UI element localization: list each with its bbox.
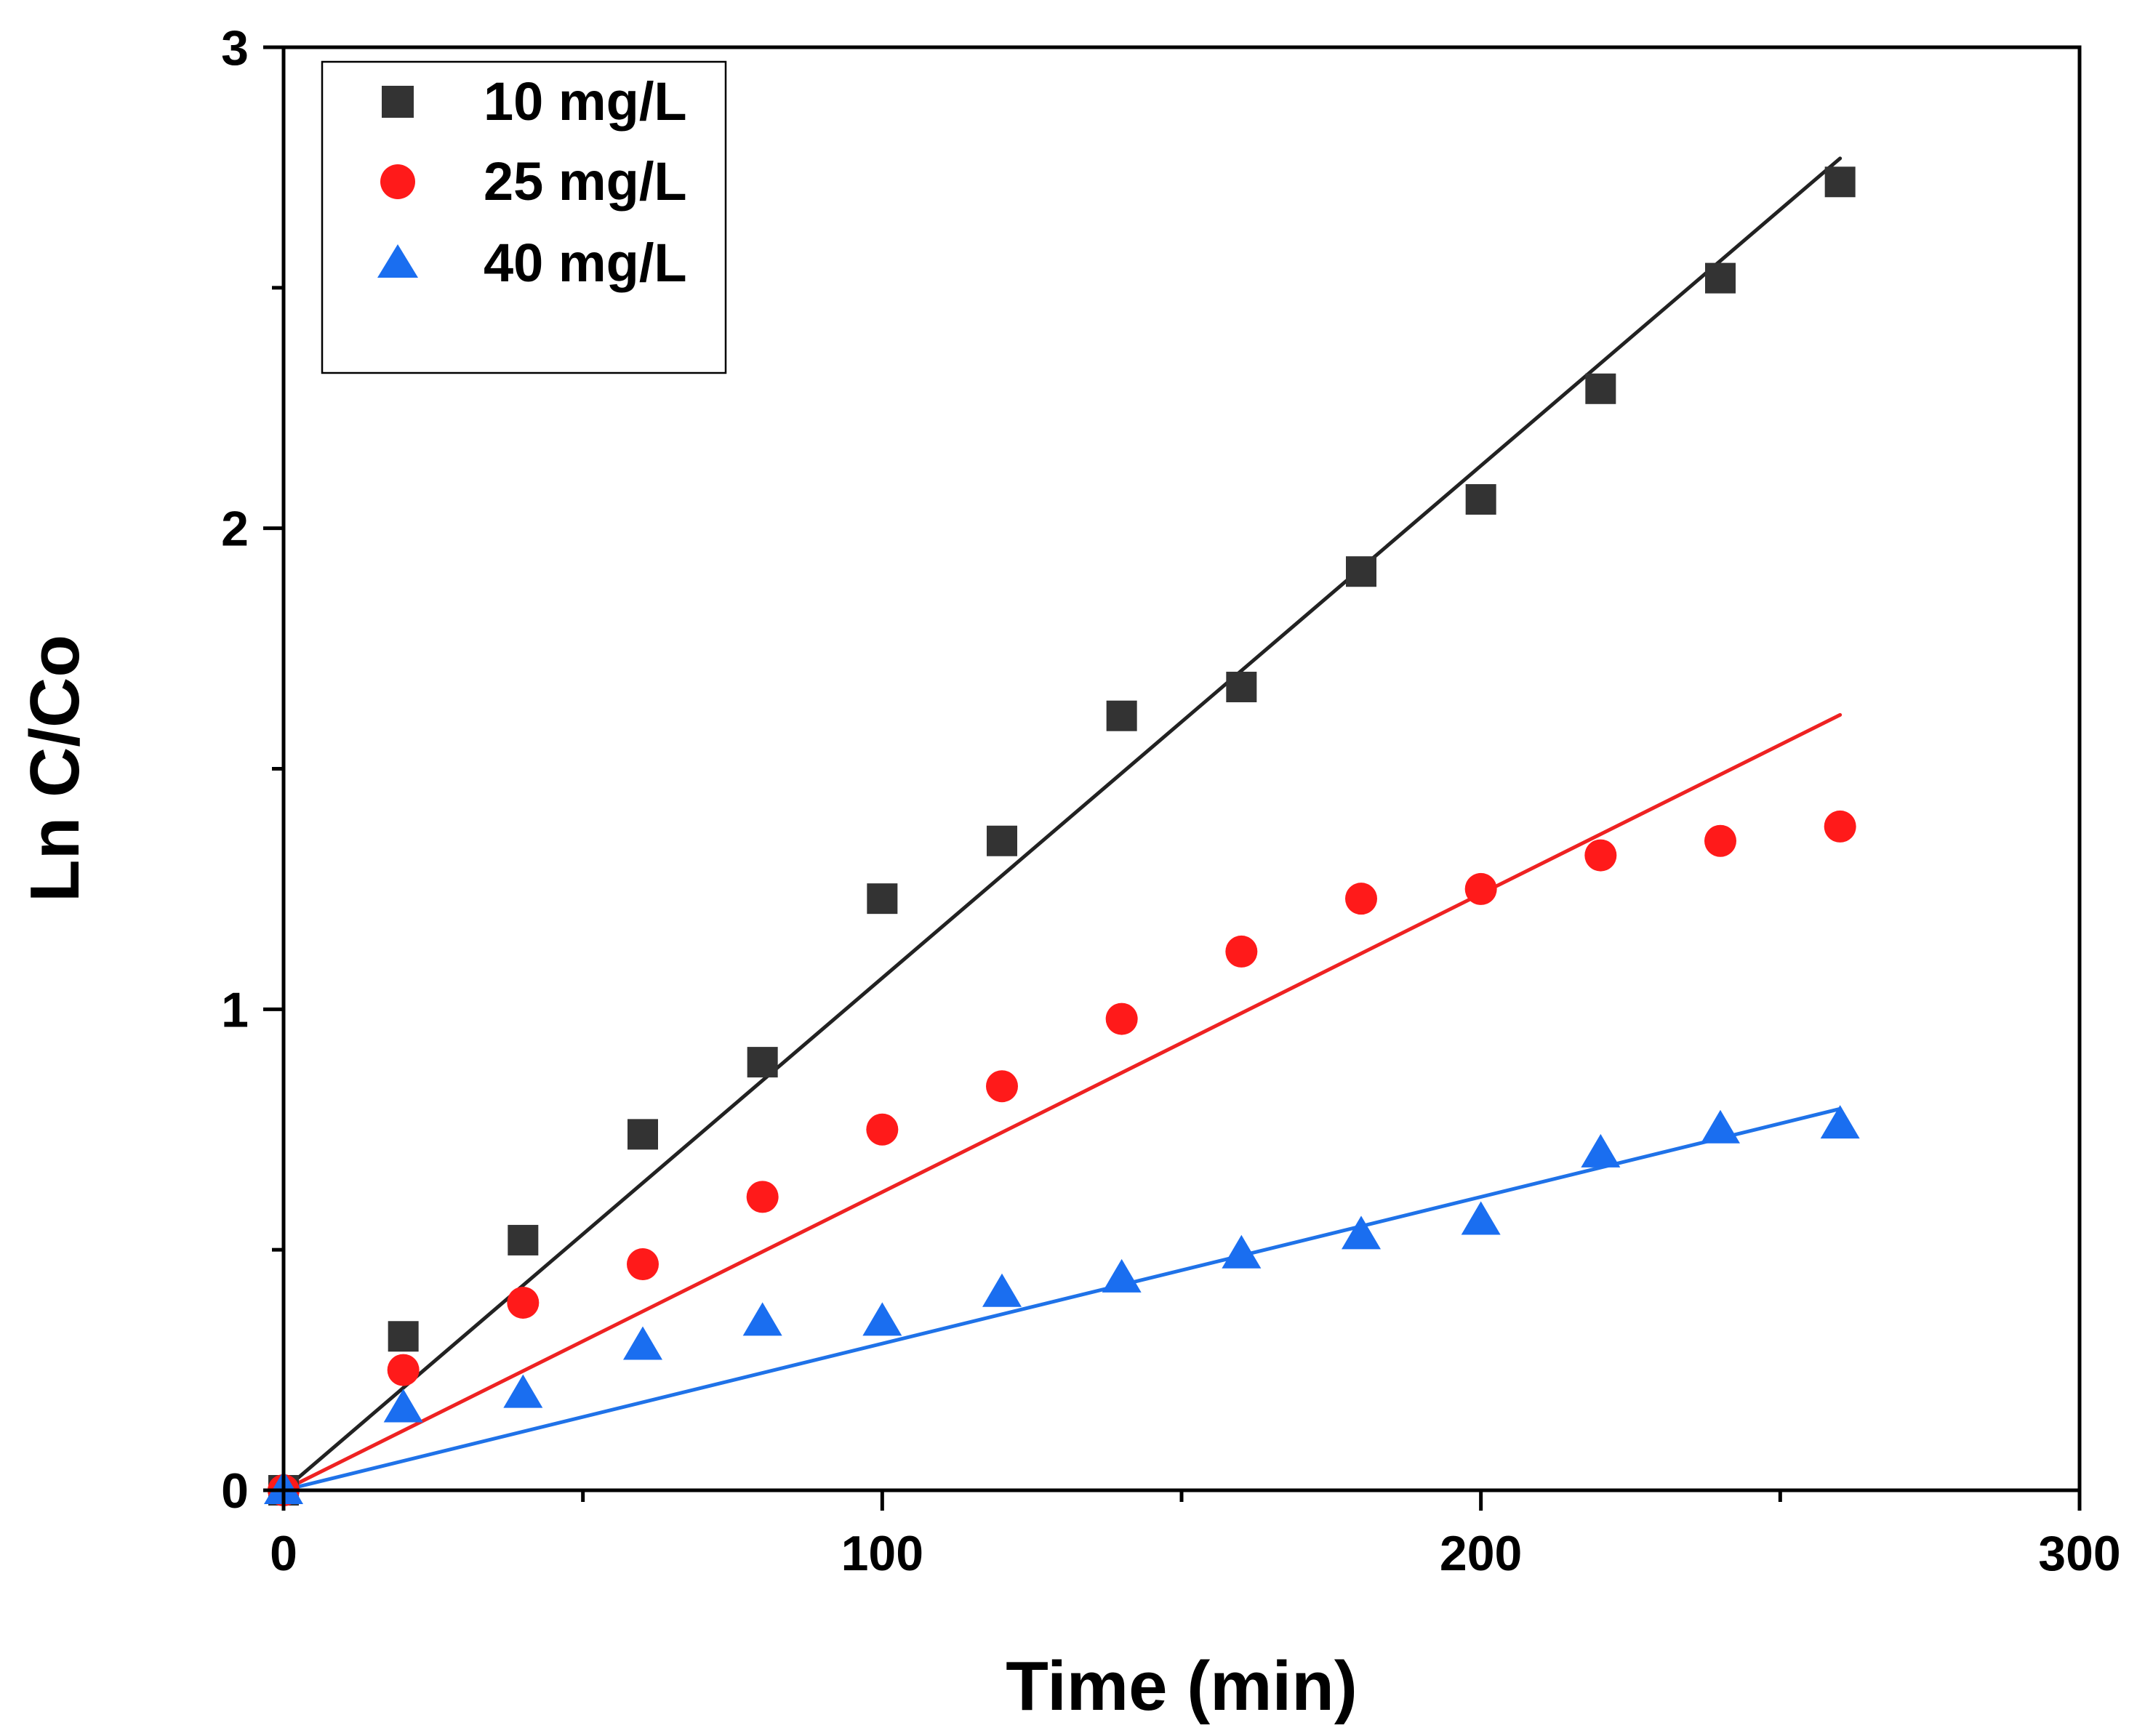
fit-line-2 (281, 1106, 1843, 1492)
data-point-s1-9 (1345, 883, 1377, 915)
data-point-s1-6 (986, 1070, 1018, 1103)
y-tick-label: 2 (221, 502, 249, 557)
data-point-s1-12 (1704, 824, 1736, 857)
data-point-s2-10 (1461, 1201, 1501, 1235)
data-point-s0-4 (747, 1047, 778, 1078)
legend-label-10mg: 10 mg/L (484, 71, 687, 132)
data-point-s0-3 (628, 1119, 658, 1150)
data-point-s1-10 (1464, 872, 1497, 905)
y-axis-title: Ln C/Co (16, 635, 94, 902)
legend-marker-25mg (380, 164, 415, 199)
data-point-s2-1 (383, 1389, 423, 1423)
legend-marker-40mg (377, 244, 418, 278)
data-point-s2-7 (1102, 1258, 1142, 1293)
data-point-s0-6 (987, 825, 1017, 856)
x-axis-ticks: 0 100 200 300 (270, 1490, 2121, 1581)
data-point-s1-8 (1225, 935, 1258, 968)
data-markers (264, 166, 1860, 1506)
data-point-s1-7 (1105, 1002, 1138, 1035)
x-tick-label: 100 (841, 1526, 923, 1581)
data-point-s0-10 (1465, 483, 1496, 515)
data-point-s0-11 (1585, 373, 1616, 404)
data-point-s0-8 (1226, 672, 1257, 703)
data-point-s0-13 (1824, 166, 1856, 198)
data-point-s1-13 (1824, 810, 1856, 843)
data-point-s0-1 (388, 1321, 419, 1352)
data-point-s1-11 (1584, 839, 1617, 872)
data-point-s2-2 (503, 1374, 543, 1408)
data-point-s2-12 (1701, 1109, 1740, 1144)
data-point-s0-7 (1106, 700, 1137, 731)
data-point-s2-3 (623, 1326, 662, 1360)
x-axis-title: Time (min) (1006, 1647, 1358, 1725)
data-point-s1-1 (387, 1354, 420, 1386)
data-point-s1-2 (507, 1286, 540, 1319)
y-tick-label: 3 (221, 20, 249, 76)
data-point-s1-4 (746, 1181, 779, 1213)
data-point-s0-2 (508, 1224, 539, 1255)
fit-lines (281, 156, 1843, 1492)
y-tick-label: 0 (221, 1463, 249, 1519)
data-point-s2-11 (1581, 1133, 1621, 1168)
data-point-s2-13 (1820, 1105, 1860, 1139)
data-point-s2-9 (1342, 1215, 1381, 1250)
data-point-s2-6 (982, 1273, 1022, 1307)
data-point-s0-9 (1346, 556, 1376, 587)
x-tick-label: 200 (1440, 1526, 1522, 1581)
data-point-s2-5 (862, 1302, 902, 1336)
legend-label-40mg: 40 mg/L (484, 233, 687, 293)
data-point-s2-8 (1222, 1234, 1262, 1269)
data-point-s0-5 (867, 883, 898, 915)
legend: 10 mg/L 25 mg/L 40 mg/L (321, 60, 727, 374)
x-tick-label: 300 (2038, 1526, 2120, 1581)
data-point-s2-4 (742, 1302, 782, 1336)
y-tick-label: 1 (221, 982, 249, 1037)
data-point-s1-3 (627, 1248, 659, 1281)
x-tick-label: 0 (270, 1526, 297, 1581)
fit-line-0 (281, 156, 1843, 1492)
data-point-s1-5 (866, 1113, 899, 1146)
y-axis-ticks: 0 1 2 3 (221, 20, 284, 1519)
legend-marker-10mg (382, 86, 414, 118)
data-point-s0-12 (1705, 262, 1736, 294)
legend-label-25mg: 25 mg/L (484, 151, 687, 212)
fit-line-1 (281, 712, 1843, 1492)
